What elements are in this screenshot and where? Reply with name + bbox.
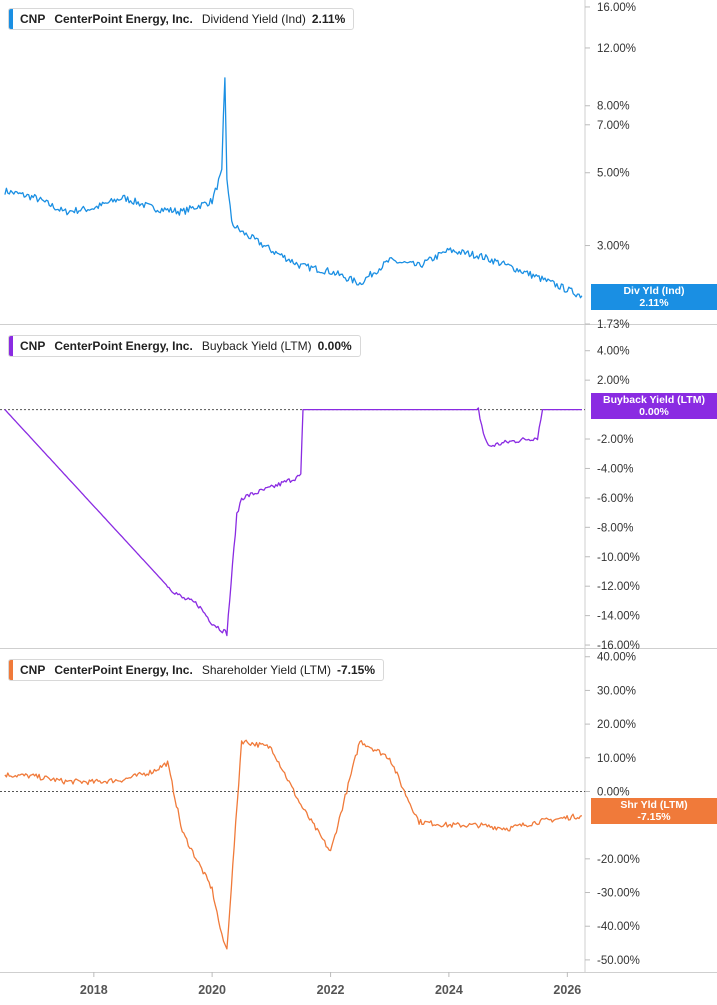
legend-value: -7.15% (336, 663, 376, 677)
dividend-yield-legend[interactable]: CNP CenterPoint Energy, Inc. Dividend Yi… (8, 8, 355, 30)
x-tick-label: 2026 (553, 983, 581, 997)
shareholder-yield-series-line (4, 739, 583, 950)
shareholder-yield-y-tick-label: 40.00% (597, 652, 636, 664)
badge-label: Shr Yld (LTM) (620, 799, 688, 811)
legend-ticker: CNP (20, 663, 46, 677)
legend-ticker: CNP (20, 339, 46, 353)
x-tick-label: 2024 (435, 983, 463, 997)
shareholder-yield-y-tick-label: 0.00% (597, 786, 630, 798)
legend-swatch (9, 660, 13, 680)
legend-company: CenterPoint Energy, Inc. (54, 663, 193, 677)
badge-label: Div Yld (Ind) (623, 285, 685, 297)
badge-value: 0.00% (639, 406, 669, 418)
legend-swatch (9, 336, 13, 356)
series-layer (0, 77, 585, 950)
dividend-yield-series-line (4, 77, 583, 299)
shareholder-yield-y-tick-label: -30.00% (597, 888, 640, 900)
legend-metric: Dividend Yield (Ind) (201, 12, 306, 26)
dividend-yield-y-tick-label: 3.00% (597, 241, 630, 253)
shareholder-yield-y-tick-label: 10.00% (597, 753, 636, 765)
shareholder-yield-y-tick-label: 30.00% (597, 685, 636, 697)
legend-swatch (9, 9, 13, 29)
buyback-yield-y-tick-label: -14.00% (597, 611, 640, 623)
buyback-yield-y-tick-label: -6.00% (597, 493, 633, 505)
buyback-yield-value-badge: Buyback Yield (LTM) 0.00% (591, 393, 717, 419)
legend-value: 2.11% (311, 12, 346, 26)
dividend-yield-y-tick-label: 16.00% (597, 2, 636, 14)
dividend-yield-y-tick-label: 12.00% (597, 43, 636, 55)
legend-value: 0.00% (317, 339, 352, 353)
x-axis: 2018 2020 2022 2024 2026 (80, 972, 581, 997)
badge-label: Buyback Yield (LTM) (603, 394, 705, 406)
dividend-yield-y-tick-label: 1.73% (597, 319, 630, 331)
dividend-yield-y-tick-label: 7.00% (597, 120, 630, 132)
buyback-yield-y-tick-label: -16.00% (597, 640, 640, 652)
legend-company: CenterPoint Energy, Inc. (54, 12, 193, 26)
panel-dividers (0, 0, 717, 973)
buyback-yield-y-tick-label: 4.00% (597, 346, 630, 358)
dividend-yield-value-badge: Div Yld (Ind) 2.11% (591, 284, 717, 310)
badge-value: 2.11% (639, 297, 669, 309)
x-tick-label: 2022 (317, 983, 345, 997)
dividend-yield-y-tick-label: 8.00% (597, 101, 630, 113)
buyback-yield-y-tick-label: 2.00% (597, 375, 630, 387)
buyback-yield-series-line (4, 407, 582, 637)
legend-metric: Buyback Yield (LTM) (201, 339, 312, 353)
buyback-yield-y-tick-label: -2.00% (597, 434, 633, 446)
buyback-yield-legend[interactable]: CNP CenterPoint Energy, Inc. Buyback Yie… (8, 335, 361, 357)
x-tick-label: 2020 (198, 983, 226, 997)
shareholder-yield-y-tick-label: -50.00% (597, 955, 640, 967)
y-axes: 16.00% 12.00% 8.00% 7.00% 5.00% 3.00% 1.73% 4.0… (585, 2, 640, 967)
legend-company: CenterPoint Energy, Inc. (54, 339, 193, 353)
buyback-yield-y-tick-label: -4.00% (597, 463, 633, 475)
badge-value: -7.15% (637, 811, 671, 823)
legend-metric: Shareholder Yield (LTM) (201, 663, 331, 677)
buyback-yield-y-tick-label: -8.00% (597, 522, 633, 534)
shareholder-yield-legend[interactable]: CNP CenterPoint Energy, Inc. Shareholder… (8, 659, 385, 681)
shareholder-yield-y-tick-label: -40.00% (597, 921, 640, 933)
buyback-yield-y-tick-label: -10.00% (597, 552, 640, 564)
dividend-yield-y-tick-label: 5.00% (597, 168, 630, 180)
buyback-yield-y-tick-label: -12.00% (597, 581, 640, 593)
legend-ticker: CNP (20, 12, 46, 26)
x-tick-label: 2018 (80, 983, 108, 997)
shareholder-yield-value-badge: Shr Yld (LTM) -7.15% (591, 798, 717, 824)
shareholder-yield-y-tick-label: -20.00% (597, 854, 640, 866)
shareholder-yield-y-tick-label: 20.00% (597, 719, 636, 731)
